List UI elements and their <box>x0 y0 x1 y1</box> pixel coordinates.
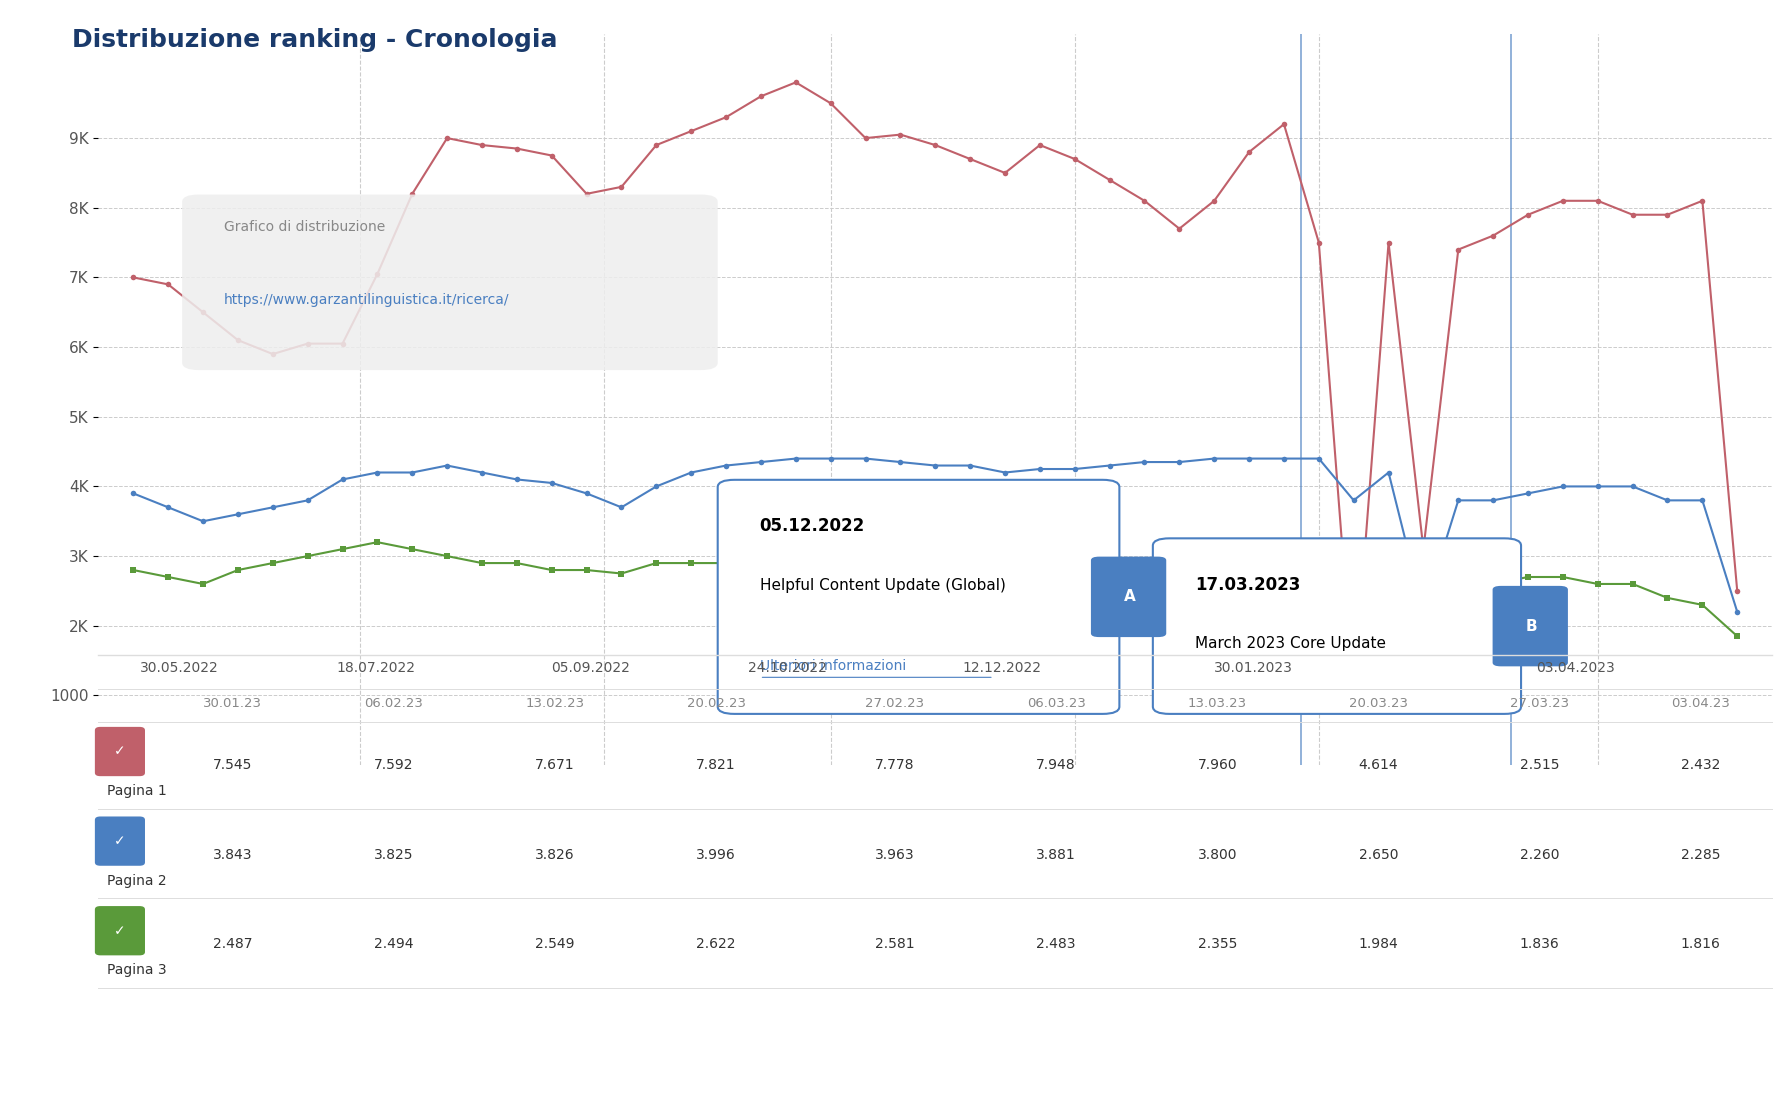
FancyBboxPatch shape <box>1090 557 1166 637</box>
Text: 7.545: 7.545 <box>213 758 252 772</box>
Text: ✓: ✓ <box>114 924 125 937</box>
Text: ✓: ✓ <box>114 745 125 758</box>
Text: A: A <box>1123 589 1134 605</box>
Text: 2.483: 2.483 <box>1036 937 1075 951</box>
Text: 7.960: 7.960 <box>1197 758 1236 772</box>
Text: 3.843: 3.843 <box>213 848 252 861</box>
Text: March 2023 Core Update: March 2023 Core Update <box>1193 636 1385 651</box>
Text: 2.260: 2.260 <box>1519 848 1558 861</box>
FancyBboxPatch shape <box>717 479 1118 713</box>
Text: Distribuzione ranking - Cronologia: Distribuzione ranking - Cronologia <box>72 28 556 52</box>
Text: 2.622: 2.622 <box>696 937 735 951</box>
Text: 06.02.23: 06.02.23 <box>365 697 422 710</box>
Text: 06.03.23: 06.03.23 <box>1027 697 1084 710</box>
Text: 30.01.2023: 30.01.2023 <box>1213 661 1292 674</box>
Text: 05.09.2022: 05.09.2022 <box>551 661 630 674</box>
FancyBboxPatch shape <box>182 195 717 370</box>
Text: 2.432: 2.432 <box>1680 758 1719 772</box>
Text: 12.12.2022: 12.12.2022 <box>962 661 1041 674</box>
Text: 1.836: 1.836 <box>1519 937 1558 951</box>
Text: 2.285: 2.285 <box>1680 848 1719 861</box>
Text: 3.881: 3.881 <box>1036 848 1075 861</box>
Text: Grafico di distribuzione: Grafico di distribuzione <box>224 221 385 234</box>
Text: 1.984: 1.984 <box>1358 937 1397 951</box>
FancyBboxPatch shape <box>1152 539 1521 713</box>
Text: 1.816: 1.816 <box>1680 937 1719 951</box>
Text: 3.996: 3.996 <box>696 848 735 861</box>
Text: 3.825: 3.825 <box>374 848 413 861</box>
Text: 2.650: 2.650 <box>1358 848 1397 861</box>
Text: Ulteriori informazioni: Ulteriori informazioni <box>759 659 905 673</box>
Text: 27.02.23: 27.02.23 <box>864 697 925 710</box>
Text: 30.01.23: 30.01.23 <box>204 697 261 710</box>
Text: 2.355: 2.355 <box>1197 937 1236 951</box>
Text: 13.02.23: 13.02.23 <box>524 697 585 710</box>
Text: 4.614: 4.614 <box>1358 758 1397 772</box>
Text: 2.581: 2.581 <box>875 937 914 951</box>
Text: 2.487: 2.487 <box>213 937 252 951</box>
Text: ✓: ✓ <box>114 834 125 848</box>
Text: 05.12.2022: 05.12.2022 <box>759 517 864 535</box>
Text: 17.03.2023: 17.03.2023 <box>1193 576 1299 594</box>
Text: 27.03.23: 27.03.23 <box>1508 697 1569 710</box>
Text: Pagina 2: Pagina 2 <box>107 874 166 887</box>
Text: 20.03.23: 20.03.23 <box>1349 697 1406 710</box>
Text: 24.10.2022: 24.10.2022 <box>748 661 827 674</box>
Text: 3.800: 3.800 <box>1197 848 1236 861</box>
Text: Helpful Content Update (Global): Helpful Content Update (Global) <box>759 578 1005 592</box>
Text: 30.05.2022: 30.05.2022 <box>140 661 218 674</box>
Text: 3.963: 3.963 <box>875 848 914 861</box>
Text: 03.04.23: 03.04.23 <box>1671 697 1728 710</box>
Text: B: B <box>1524 618 1537 634</box>
Text: 7.948: 7.948 <box>1036 758 1075 772</box>
Text: 3.826: 3.826 <box>535 848 574 861</box>
Text: 03.04.2023: 03.04.2023 <box>1535 661 1614 674</box>
Text: 7.592: 7.592 <box>374 758 413 772</box>
Text: 2.549: 2.549 <box>535 937 574 951</box>
Text: 2.515: 2.515 <box>1519 758 1558 772</box>
Text: 7.778: 7.778 <box>875 758 914 772</box>
Text: 7.821: 7.821 <box>696 758 735 772</box>
FancyBboxPatch shape <box>1492 586 1567 666</box>
Text: 18.07.2022: 18.07.2022 <box>336 661 415 674</box>
Text: https://www.garzantilinguistica.it/ricerca/: https://www.garzantilinguistica.it/ricer… <box>224 293 510 307</box>
Text: 20.02.23: 20.02.23 <box>687 697 744 710</box>
Text: 13.03.23: 13.03.23 <box>1186 697 1247 710</box>
Text: 7.671: 7.671 <box>535 758 574 772</box>
Text: Pagina 3: Pagina 3 <box>107 963 166 977</box>
Text: Pagina 1: Pagina 1 <box>107 784 166 797</box>
Text: 2.494: 2.494 <box>374 937 413 951</box>
